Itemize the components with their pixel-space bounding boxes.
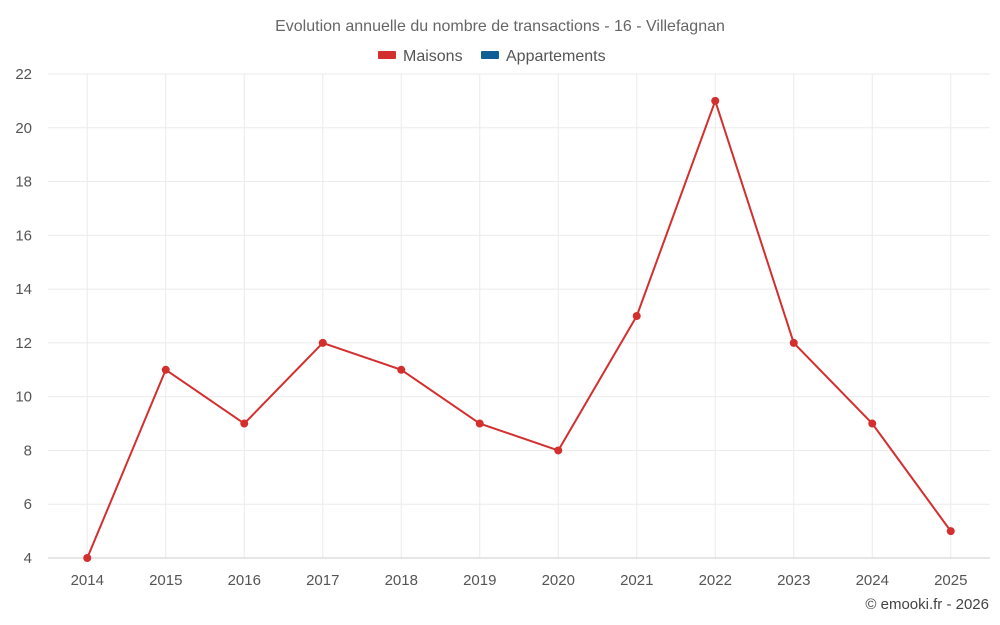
data-point-maisons-2016[interactable] bbox=[240, 419, 249, 428]
x-tick-label: 2016 bbox=[228, 572, 261, 589]
x-tick-label: 2019 bbox=[463, 572, 496, 589]
data-point-maisons-2022[interactable] bbox=[711, 96, 720, 105]
grid bbox=[48, 73, 990, 558]
legend-item-maisons[interactable]: Maisons bbox=[378, 48, 463, 65]
x-tick-label: 2021 bbox=[620, 572, 653, 589]
data-point-maisons-2018[interactable] bbox=[397, 365, 406, 374]
legend-swatch-appartements bbox=[481, 51, 499, 59]
data-point-maisons-2015[interactable] bbox=[161, 365, 170, 374]
y-tick-label: 20 bbox=[15, 120, 32, 137]
data-point-maisons-2020[interactable] bbox=[554, 446, 563, 455]
x-tick-label: 2025 bbox=[934, 572, 967, 589]
data-point-maisons-2019[interactable] bbox=[475, 419, 484, 428]
x-tick-label: 2020 bbox=[542, 572, 575, 589]
legend-label-appartements: Appartements bbox=[506, 48, 606, 65]
data-point-maisons-2025[interactable] bbox=[946, 527, 955, 536]
legend-swatch-maisons bbox=[378, 51, 396, 59]
data-point-maisons-2017[interactable] bbox=[318, 338, 327, 347]
y-tick-label: 10 bbox=[15, 389, 32, 406]
y-tick-label: 8 bbox=[24, 442, 32, 459]
credit-text: © emooki.fr - 2026 bbox=[865, 596, 989, 613]
legend-item-appartements[interactable]: Appartements bbox=[481, 48, 606, 65]
data-point-maisons-2024[interactable] bbox=[868, 419, 877, 428]
x-tick-label: 2017 bbox=[306, 572, 339, 589]
y-tick-label: 6 bbox=[24, 496, 32, 513]
y-tick-label: 22 bbox=[15, 66, 32, 83]
legend: Maisons Appartements bbox=[378, 48, 606, 65]
x-tick-label: 2014 bbox=[71, 572, 104, 589]
x-tick-label: 2015 bbox=[149, 572, 182, 589]
y-tick-label: 18 bbox=[15, 174, 32, 191]
x-tick-label: 2018 bbox=[385, 572, 418, 589]
x-tick-label: 2022 bbox=[699, 572, 732, 589]
data-point-maisons-2014[interactable] bbox=[83, 554, 92, 562]
y-tick-label: 12 bbox=[15, 335, 32, 352]
data-point-maisons-2023[interactable] bbox=[789, 338, 798, 347]
x-tick-label: 2023 bbox=[777, 572, 810, 589]
x-tick-label: 2024 bbox=[856, 572, 889, 589]
y-tick-label: 14 bbox=[15, 281, 32, 298]
chart-title: Evolution annuelle du nombre de transact… bbox=[275, 18, 725, 35]
legend-label-maisons: Maisons bbox=[403, 48, 463, 65]
y-tick-label: 4 bbox=[24, 550, 32, 567]
series-line-maisons bbox=[86, 99, 952, 559]
data-point-maisons-2021[interactable] bbox=[632, 312, 641, 320]
y-tick-label: 16 bbox=[15, 227, 32, 244]
series-maisons bbox=[83, 96, 955, 562]
